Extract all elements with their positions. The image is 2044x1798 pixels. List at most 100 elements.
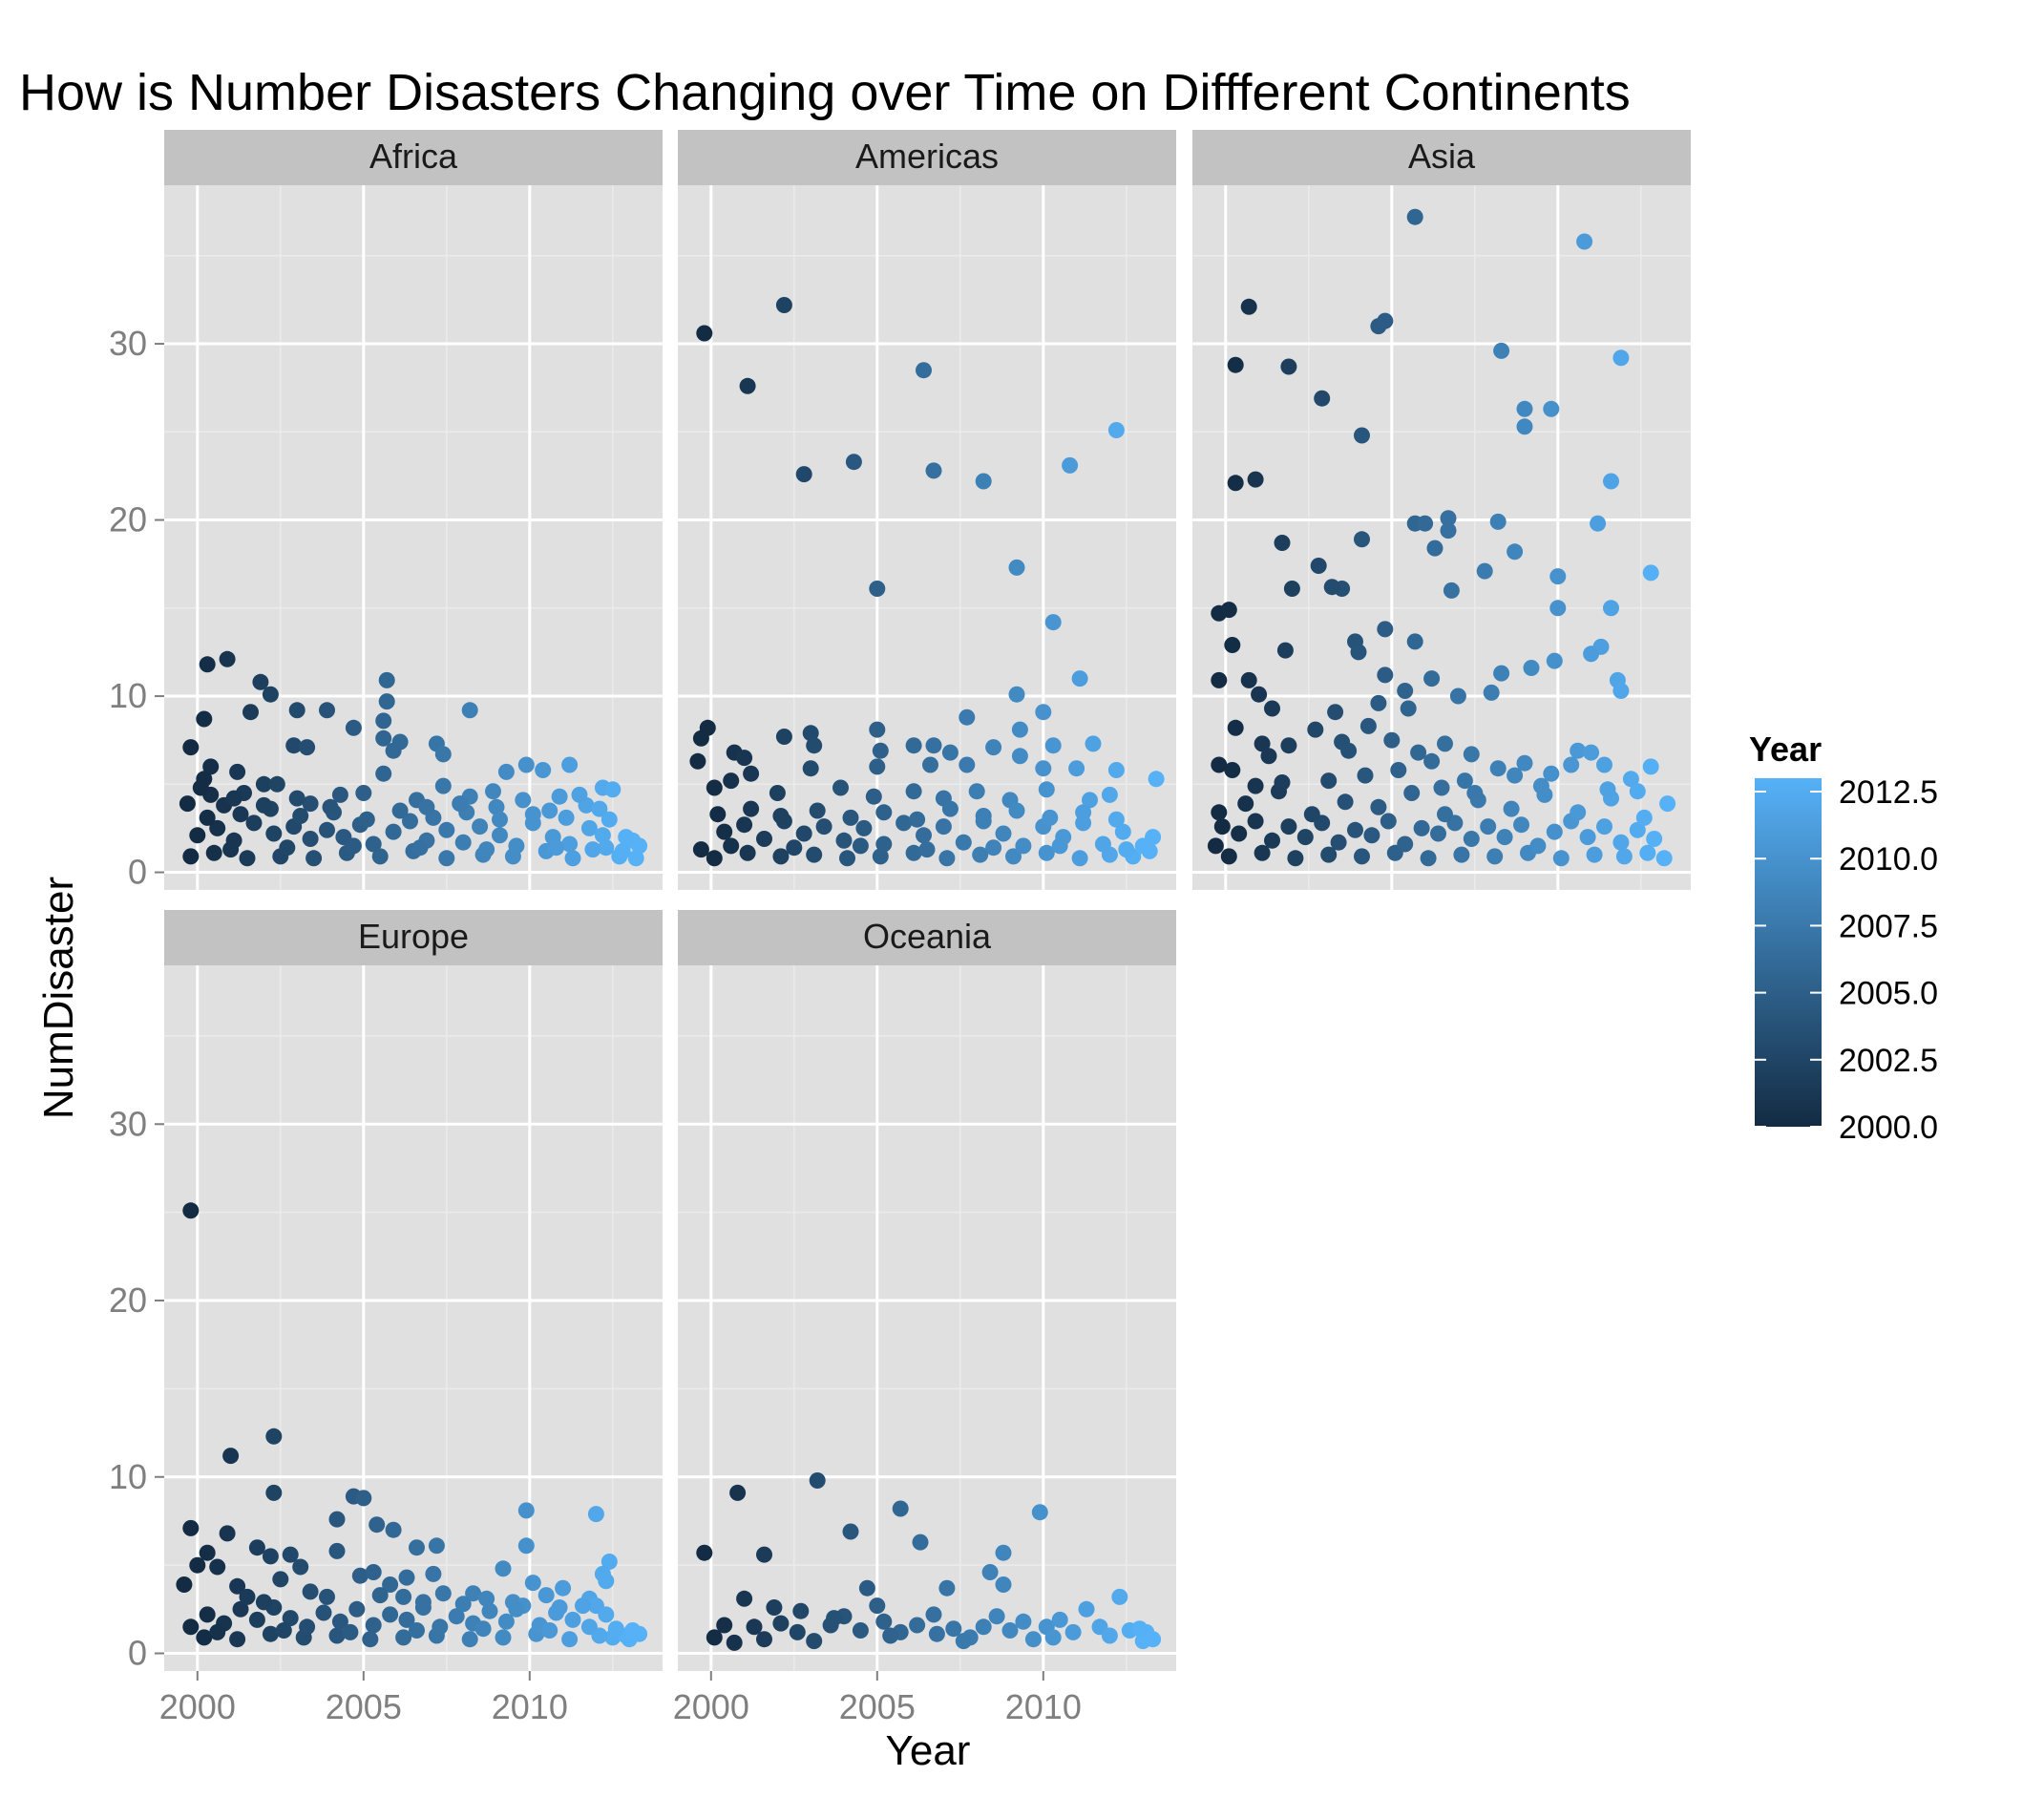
data-point [395,1629,412,1646]
data-point [454,1596,472,1613]
data-point [1543,400,1560,417]
legend-colorbar [1755,778,1822,1127]
data-point [548,839,565,857]
data-point [1211,756,1228,773]
data-point [1111,1588,1128,1605]
data-point [1224,762,1241,778]
data-point [434,1585,452,1602]
data-point [551,788,568,805]
data-point [1549,600,1567,617]
x-tick-label: 2005 [839,1687,916,1726]
data-point [1456,772,1473,790]
data-point [1423,670,1441,687]
data-point [1227,356,1244,373]
data-point [1148,771,1165,788]
data-point [1463,831,1480,847]
data-point [497,763,515,780]
data-point [358,811,375,828]
data-point [1466,785,1484,801]
data-point [1377,666,1394,684]
data-point [1453,846,1470,863]
legend-title: Year [1749,730,1822,769]
data-point [432,1618,449,1636]
data-point [1586,846,1603,863]
data-point [739,377,756,394]
data-point [492,827,508,844]
data-point [322,798,339,815]
data-point [1546,823,1563,840]
data-point [1532,777,1549,794]
data-point [1068,760,1085,777]
facet-strip [164,130,663,185]
data-point [555,1579,572,1597]
data-point [928,1625,945,1642]
data-point [448,1608,465,1625]
data-point [262,1548,279,1565]
data-point [743,765,760,782]
data-point [299,739,316,756]
data-point [1440,522,1457,539]
data-point [909,1617,926,1634]
data-point [1038,781,1055,798]
data-point [591,800,608,817]
data-point [517,756,535,773]
data-point [371,848,389,865]
data-point [1354,531,1370,548]
data-point [756,1546,772,1563]
data-point [1426,539,1443,557]
panel-background [678,185,1176,890]
data-point [1354,848,1370,865]
data-point [1570,804,1587,821]
data-point [222,841,240,858]
y-tick-label: 10 [109,1457,147,1496]
y-tick-label: 30 [109,324,147,363]
data-point [1078,1600,1095,1618]
data-point [1005,848,1022,865]
data-point [1413,819,1430,836]
panel-background [1192,185,1691,890]
data-point [425,1565,442,1582]
data-point [869,1597,886,1615]
data-point [1224,637,1241,653]
data-point [262,686,279,703]
legend-break-label: 2007.5 [1839,908,1938,944]
data-point [1529,837,1547,855]
data-point [1213,818,1231,836]
data-point [1549,568,1567,585]
data-point [842,1523,859,1540]
data-point [1330,834,1347,851]
data-point [689,752,706,770]
data-point [375,712,392,730]
data-point [199,1544,216,1561]
data-point [802,725,819,742]
facet-panel-americas: Americas [678,130,1176,890]
data-point [488,798,505,815]
data-point [729,1484,747,1501]
data-point [1476,562,1493,580]
data-point [875,804,893,821]
data-point [179,795,196,813]
data-point [1035,704,1052,721]
data-point [1397,683,1414,699]
axes: 2000 2005 2010 2000 2005 2010 0 10 20 30 0 10 20 30 [109,324,1082,1726]
data-point [1629,783,1646,800]
data-point [1603,473,1619,490]
data-point [1015,1613,1032,1630]
data-point [601,811,618,828]
data-point [995,825,1012,842]
data-point [1247,471,1264,488]
data-point [614,842,631,859]
data-point [1240,671,1257,688]
data-point [1437,735,1453,752]
data-point [1283,581,1300,597]
data-point [222,1448,240,1465]
data-point [1642,564,1659,582]
data-point [875,836,893,853]
data-point [272,1571,289,1588]
facet-panel-oceania: Oceania [678,910,1176,1671]
data-point [268,775,285,793]
data-point [1380,813,1397,830]
data-point [1220,602,1237,619]
data-point [756,831,772,847]
data-point [1314,390,1331,407]
